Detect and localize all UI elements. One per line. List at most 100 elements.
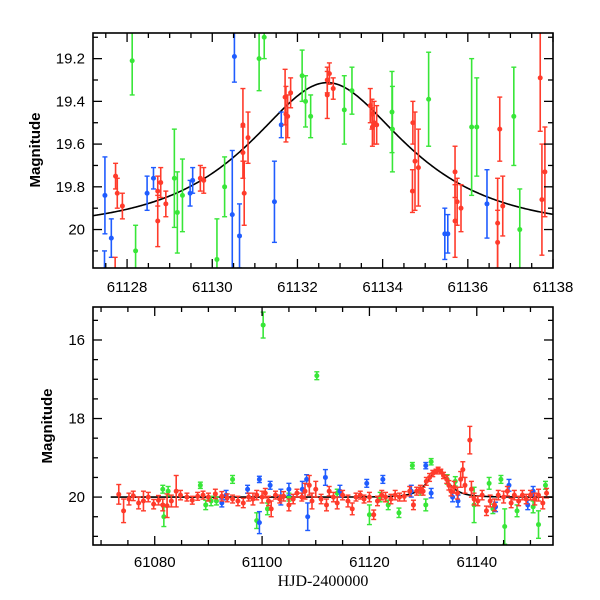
data-marker — [537, 75, 543, 81]
data-point-red — [114, 177, 120, 209]
data-point-red — [409, 169, 415, 214]
data-marker — [208, 498, 214, 504]
data-point-red — [423, 476, 429, 487]
data-marker — [259, 494, 265, 500]
data-point-green — [314, 371, 320, 381]
data-marker — [165, 488, 171, 494]
data-marker — [299, 73, 305, 79]
data-point-green — [396, 507, 402, 519]
data-marker — [441, 472, 447, 478]
data-point-green — [179, 158, 185, 233]
data-marker — [451, 484, 457, 490]
data-point-green — [174, 171, 180, 254]
data-marker — [519, 492, 525, 498]
data-marker — [158, 180, 164, 186]
data-marker — [340, 492, 346, 498]
x-tick-label: 61134 — [362, 279, 403, 296]
data-marker — [144, 190, 150, 196]
data-point-blue — [271, 160, 277, 244]
data-marker — [517, 227, 523, 233]
data-marker — [458, 205, 464, 211]
data-point-red — [246, 492, 252, 502]
data-marker — [504, 488, 510, 494]
data-marker — [164, 503, 170, 509]
data-marker — [136, 500, 142, 506]
data-point-red — [501, 490, 507, 504]
data-marker — [237, 233, 243, 239]
data-marker — [497, 126, 503, 132]
data-point-red — [511, 489, 517, 501]
data-point-red — [479, 489, 485, 501]
data-point-red — [504, 485, 510, 497]
data-marker — [168, 498, 174, 504]
data-marker — [452, 169, 458, 175]
data-point-red — [195, 491, 201, 501]
data-point-red — [410, 499, 416, 511]
data-point-red — [121, 498, 127, 524]
data-marker — [271, 199, 277, 205]
series-red — [116, 425, 550, 524]
data-point-green — [230, 474, 236, 485]
data-point-red — [302, 482, 308, 500]
data-point-red — [371, 509, 377, 521]
data-point-red — [532, 492, 538, 506]
data-point-red — [126, 492, 132, 506]
data-point-green — [303, 75, 309, 128]
full-panel: Magnitude HJD-2400000 61080 61100 61120 611… — [39, 306, 554, 590]
x-tick-label: 61128 — [107, 279, 148, 296]
data-marker — [184, 494, 190, 500]
data-marker — [353, 494, 359, 500]
data-marker — [308, 113, 314, 119]
data-marker — [523, 496, 529, 502]
data-point-red — [462, 476, 468, 494]
data-marker — [203, 502, 209, 508]
x-tick-label: 61080 — [134, 554, 176, 571]
data-point-red — [119, 192, 125, 220]
data-point-red — [349, 502, 355, 516]
data-marker — [498, 476, 504, 482]
data-marker — [314, 373, 320, 379]
data-marker — [322, 474, 328, 480]
data-marker — [349, 88, 355, 94]
data-point-red — [306, 474, 312, 496]
data-marker — [508, 500, 514, 506]
data-marker — [455, 498, 461, 504]
data-marker — [177, 492, 183, 498]
data-point-green — [160, 484, 166, 494]
data-point-green — [536, 510, 542, 540]
data-marker — [294, 490, 300, 496]
data-marker — [309, 498, 315, 504]
data-marker — [160, 486, 166, 492]
data-point-red — [523, 493, 529, 505]
data-marker — [254, 492, 260, 498]
data-point-red — [491, 498, 497, 512]
data-marker — [262, 490, 268, 496]
data-marker — [330, 494, 336, 500]
data-marker — [195, 493, 201, 499]
data-marker — [366, 494, 372, 500]
data-marker — [341, 107, 347, 113]
data-marker — [113, 173, 119, 179]
data-point-red — [266, 495, 272, 507]
data-marker — [483, 508, 489, 514]
data-marker — [396, 494, 402, 500]
data-point-green — [511, 66, 517, 167]
data-point-red — [262, 487, 268, 499]
data-point-red — [286, 498, 292, 512]
data-point-blue — [144, 175, 150, 212]
y-tick-label: 19.8 — [56, 179, 85, 196]
data-point-red — [197, 164, 203, 192]
data-point-red — [112, 256, 118, 268]
data-point-green — [389, 85, 395, 173]
data-point-red — [184, 492, 190, 502]
data-marker — [410, 120, 416, 126]
data-point-red — [160, 498, 166, 512]
x-tick-label: 61132 — [277, 279, 318, 296]
data-marker — [179, 192, 185, 198]
data-point-red — [288, 77, 294, 109]
data-point-green — [197, 481, 203, 490]
data-marker — [491, 502, 497, 508]
data-point-red — [374, 104, 380, 145]
data-point-green — [214, 218, 220, 268]
y-tick-label: 19.2 — [56, 51, 85, 68]
